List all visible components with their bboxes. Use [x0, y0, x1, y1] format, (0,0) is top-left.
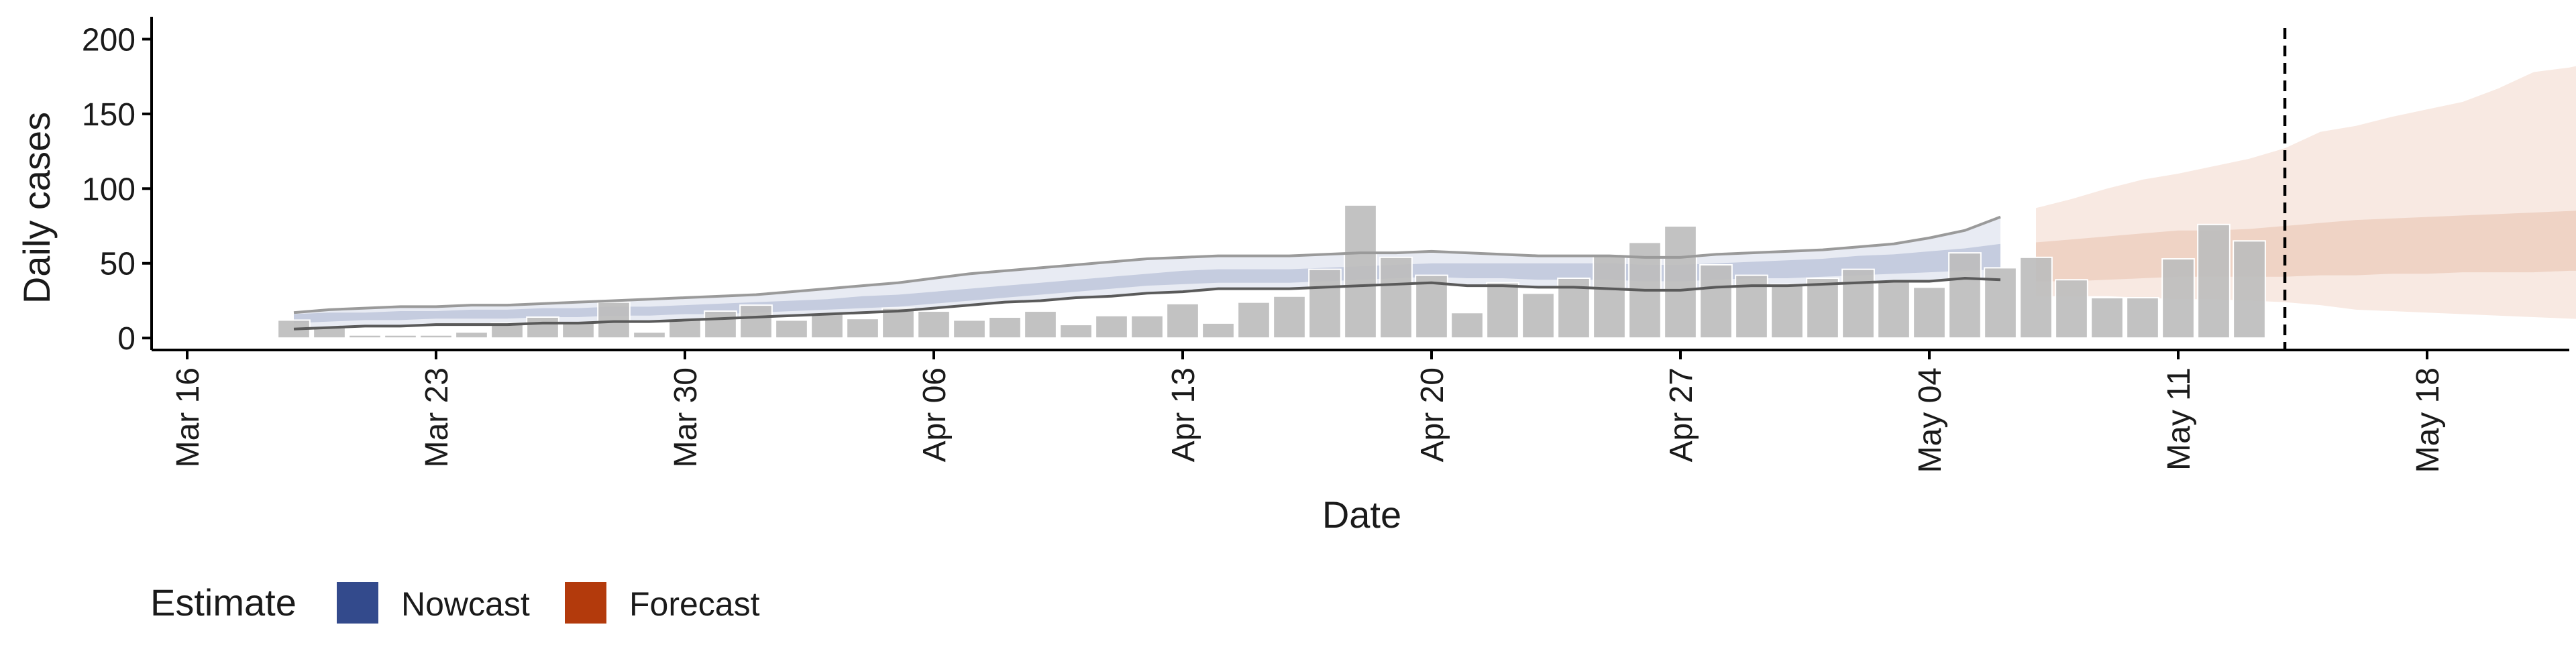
case-bar — [1024, 310, 1057, 339]
case-bar — [1948, 252, 1982, 339]
case-bar — [1237, 301, 1271, 339]
case-bar — [1486, 282, 1519, 339]
case-bar — [1059, 324, 1093, 339]
case-bar — [1379, 256, 1413, 339]
case-bar — [561, 322, 595, 339]
case-bar — [1877, 280, 1911, 339]
y-tick-label: 200 — [82, 22, 136, 58]
case-bar — [1166, 302, 1199, 339]
legend-label-forecast: Forecast — [629, 585, 760, 623]
x-tick-label: May 04 — [1913, 367, 1948, 473]
case-bar — [1273, 295, 1306, 339]
x-tick-label: Apr 27 — [1664, 367, 1699, 462]
nowcast-90-interval — [294, 217, 2000, 329]
case-bar — [1593, 255, 1626, 339]
case-bar — [1201, 322, 1235, 339]
case-bar — [419, 334, 453, 339]
case-bar — [1130, 314, 1164, 339]
case-bar — [455, 331, 488, 339]
case-bar — [846, 318, 879, 339]
case-bar — [1841, 268, 1875, 339]
axes: 0 50 100 150 200 Mar 16 Mar 23 Mar 30 Apr 06 Apr… — [82, 17, 2569, 473]
case-bar — [2090, 297, 2124, 339]
case-bar — [1699, 263, 1733, 339]
case-bar — [917, 310, 951, 339]
case-bar — [2126, 297, 2159, 339]
case-bar — [384, 334, 417, 339]
case-bar — [704, 310, 737, 339]
legend-key-forecast — [565, 582, 606, 624]
legend-label-nowcast: Nowcast — [401, 585, 530, 623]
x-tick-label: Apr 06 — [917, 367, 953, 462]
case-bar — [2019, 256, 2053, 339]
case-bar — [810, 313, 844, 339]
x-tick-label: May 11 — [2161, 367, 2197, 471]
case-bar — [1095, 314, 1128, 339]
case-bar — [633, 331, 666, 339]
legend-key-nowcast — [337, 582, 378, 624]
case-bar — [2055, 279, 2088, 339]
nowcast-lower-line — [293, 277, 2001, 331]
nowcast-ribbons — [294, 217, 2000, 329]
legend: Estimate Nowcast Forecast — [150, 581, 760, 624]
case-bar — [1415, 274, 1448, 339]
case-bar — [2233, 240, 2266, 339]
x-ticks: Mar 16 Mar 23 Mar 30 Apr 06 Apr 13 Apr 20 Apr … — [170, 350, 2446, 473]
case-bar — [1344, 204, 1377, 339]
case-bar — [1913, 286, 1946, 339]
nowcast-bound-lines — [293, 215, 2001, 331]
case-bar — [490, 322, 524, 339]
case-bar — [597, 301, 631, 339]
case-bar — [775, 319, 808, 339]
case-bar — [881, 307, 915, 339]
x-tick-label: Mar 16 — [170, 367, 206, 467]
y-tick-label: 100 — [82, 172, 136, 207]
case-bar — [668, 319, 702, 339]
case-bar — [1521, 292, 1555, 339]
x-tick-label: Apr 20 — [1415, 367, 1450, 462]
x-tick-label: Mar 23 — [419, 367, 455, 467]
nowcast-upper-line — [293, 215, 2001, 314]
y-tick-label: 150 — [82, 97, 136, 133]
y-axis-title: Daily cases — [15, 112, 58, 304]
forecast-ribbons — [2036, 66, 2576, 319]
case-bar — [988, 316, 1022, 339]
case-bar — [1450, 312, 1484, 339]
case-bar — [348, 334, 382, 339]
forecast-90-interval — [2036, 66, 2576, 319]
case-bar — [1806, 278, 1839, 339]
x-tick-label: Mar 30 — [668, 367, 704, 467]
x-tick-label: May 18 — [2410, 367, 2446, 473]
legend-title: Estimate — [150, 581, 297, 624]
case-bar — [2161, 258, 2195, 339]
case-bar — [953, 319, 986, 339]
case-bar — [526, 316, 559, 339]
x-axis-title: Date — [1322, 493, 1401, 536]
case-bar — [2197, 223, 2231, 339]
case-bar — [1770, 283, 1804, 339]
nowcast-50-interval — [294, 243, 2000, 323]
case-bar — [1664, 225, 1697, 339]
y-ticks: 0 50 100 150 200 — [82, 22, 152, 357]
y-tick-label: 50 — [100, 247, 136, 282]
x-tick-label: Apr 13 — [1166, 367, 1201, 462]
case-bar — [1308, 268, 1342, 339]
case-bar — [739, 304, 773, 339]
y-tick-label: 0 — [117, 321, 136, 357]
